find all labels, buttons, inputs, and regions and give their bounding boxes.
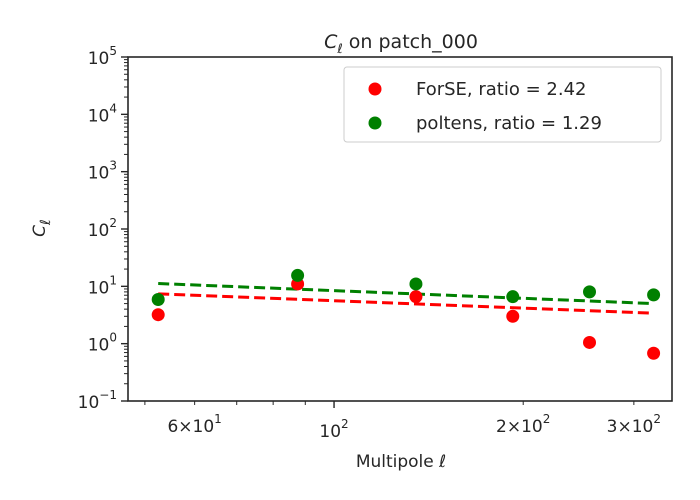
x-axis-ticks: 6×101 2×102 3×102 102: [167, 401, 661, 442]
point-forse: [409, 290, 423, 304]
data-points: [151, 268, 661, 360]
x-tick-label: 6×101: [167, 412, 221, 437]
legend-label-poltens: poltens, ratio = 1.29: [416, 113, 602, 134]
chart-title: Cℓ on patch_000: [324, 31, 478, 57]
x-tick-label: 102: [319, 417, 348, 442]
point-forse: [647, 346, 661, 360]
x-tick-label: 3×102: [607, 412, 661, 437]
minor-ticks: [124, 59, 306, 405]
fit-line-forse: [158, 292, 654, 315]
fit-line-poltens: [158, 282, 654, 306]
point-poltens: [647, 288, 661, 302]
point-forse: [506, 309, 520, 323]
x-axis-label: Multipole ℓ: [356, 452, 446, 472]
fit-lines: [158, 282, 654, 315]
legend-marker-poltens: [368, 116, 382, 130]
point-poltens: [151, 292, 165, 306]
point-poltens: [291, 268, 305, 282]
x-tick-label: 2×102: [496, 412, 550, 437]
legend-label-forse: ForSE, ratio = 2.42: [416, 79, 586, 100]
point-poltens: [409, 277, 423, 291]
point-forse: [583, 335, 597, 349]
legend-marker-forse: [368, 82, 382, 96]
point-poltens: [583, 285, 597, 299]
point-forse: [151, 308, 165, 322]
legend: ForSE, ratio = 2.42 poltens, ratio = 1.2…: [343, 66, 662, 143]
y-axis-label: Cℓ: [30, 219, 54, 237]
point-poltens: [506, 290, 520, 304]
y-tick-label: 10−1: [78, 388, 117, 413]
y-tick-label: 101: [88, 273, 117, 298]
y-axis-ticks: 10−1 100 101 102 103 104 105: [78, 44, 128, 413]
legend-box: [343, 66, 662, 143]
y-tick-label: 102: [88, 216, 117, 241]
y-tick-label: 104: [88, 101, 117, 126]
y-tick-label: 103: [88, 159, 117, 184]
y-tick-label: 100: [88, 331, 117, 356]
y-tick-label: 105: [88, 44, 117, 69]
